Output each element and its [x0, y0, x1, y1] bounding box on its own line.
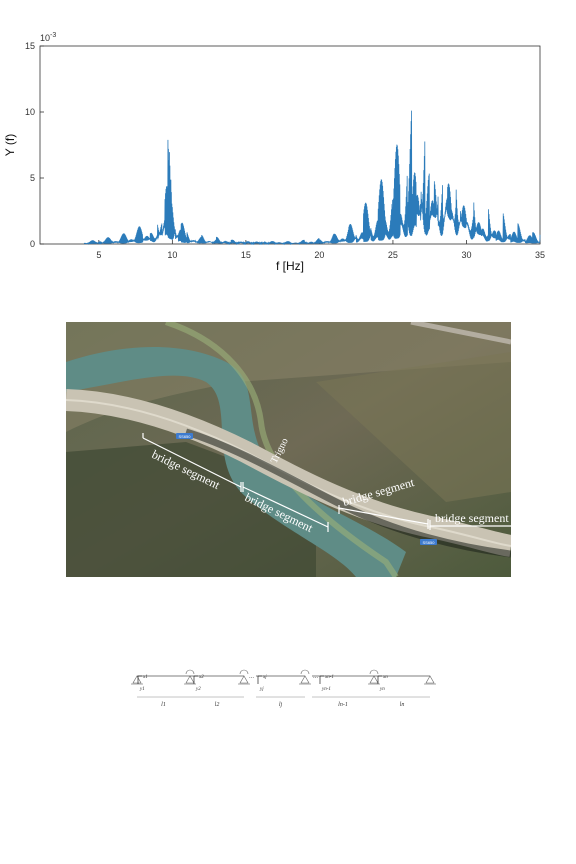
y-tick-labels: 0 5 10 15 — [25, 41, 35, 249]
riverside-road — [165, 322, 399, 577]
y-tick-label-2: 10 — [25, 107, 35, 117]
segment-bracket-4 — [429, 520, 511, 530]
spring-label-5: yn — [379, 687, 385, 692]
road-badge-2 — [420, 539, 437, 545]
x-tick-label-5: 30 — [461, 250, 471, 260]
x-tick-label-6: 35 — [535, 250, 545, 260]
x-tick-label-0: 5 — [96, 250, 101, 260]
rotation-spring-1 — [185, 669, 195, 675]
road-badge-1 — [176, 433, 193, 439]
node-label-1: x1 — [142, 675, 148, 680]
span-label-2: l2 — [215, 702, 220, 708]
support-5 — [369, 675, 379, 684]
segment-bracket-2 — [242, 482, 329, 532]
x-tick-label-3: 20 — [314, 250, 324, 260]
spring-label-4: yn-1 — [321, 687, 331, 692]
x-tick-labels: 5 10 15 20 25 30 35 — [96, 250, 545, 260]
support-4 — [300, 675, 310, 684]
spectrum-chart: 5 10 15 20 25 30 35 0 5 10 15 10-3 f [Hz] Y (f) — [3, 32, 545, 273]
node-label-5: xn — [382, 675, 388, 680]
node-label-2: x2 — [198, 675, 204, 680]
spectrum-series-line — [83, 110, 541, 246]
span-label-5: ln — [400, 702, 405, 708]
support-1 — [132, 675, 142, 684]
y-tick-marks — [40, 45, 44, 245]
span-label-1: l1 — [161, 702, 166, 708]
span-label-3: lj — [279, 702, 283, 708]
y-tick-label-1: 5 — [30, 173, 35, 183]
y-exponent: 10-3 — [40, 32, 56, 43]
x-tick-label-2: 15 — [241, 250, 251, 260]
rotation-spring-4 — [369, 669, 379, 675]
ellipsis-1: ... — [249, 674, 254, 680]
spring-label-1: y1 — [139, 687, 145, 692]
y-tick-label-0: 0 — [30, 239, 35, 249]
segment-bracket-3 — [338, 505, 429, 529]
beam-group: x1 y1 x2 y2 xj yj xn-1 yn-1 xn yn... ... l1 l2 lj ln-1… — [131, 669, 436, 708]
support-2 — [185, 675, 195, 684]
span-label-4: ln-1 — [338, 702, 348, 708]
rotation-spring-3 — [300, 669, 310, 675]
rotation-spring-2 — [239, 669, 249, 675]
support-3 — [239, 675, 249, 684]
spring-label-3: yj — [259, 687, 264, 692]
y-axis-label: Y (f) — [3, 134, 17, 156]
node-label-4: xn-1 — [324, 675, 334, 680]
top-road — [410, 322, 511, 345]
support-6 — [425, 675, 435, 684]
river — [66, 347, 406, 577]
bridge-shadow — [184, 428, 511, 558]
y-tick-label-3: 15 — [25, 41, 35, 51]
segment-bracket-1 — [142, 433, 242, 492]
orchard-area — [316, 352, 511, 502]
aerial-photo: SS650 SS650 Trigno bridge segment bridge… — [66, 322, 511, 577]
spring-label-2: y2 — [195, 687, 201, 692]
node-label-3: xj — [262, 675, 267, 680]
road-badge-1-label: SS650 — [178, 434, 191, 439]
aerial-map: SS650 SS650 Trigno bridge segment bridge… — [66, 322, 511, 577]
x-axis-label: f [Hz] — [276, 259, 304, 273]
ellipsis-2: ... — [313, 674, 318, 680]
x-tick-label-1: 10 — [167, 250, 177, 260]
road-badge-2-label: SS650 — [422, 540, 435, 545]
segment-label-4: bridge segment — [435, 511, 509, 525]
x-tick-label-4: 25 — [388, 250, 398, 260]
